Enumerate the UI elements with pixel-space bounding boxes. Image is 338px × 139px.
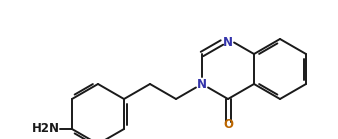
Text: N: N [197, 78, 207, 90]
Text: N: N [223, 35, 233, 49]
Text: H2N: H2N [32, 122, 60, 136]
Text: O: O [223, 119, 233, 131]
